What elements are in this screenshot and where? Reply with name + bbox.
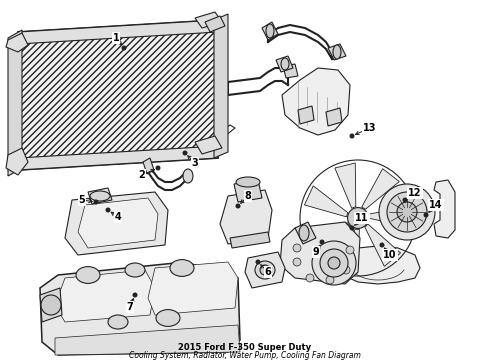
Circle shape xyxy=(155,166,161,171)
Circle shape xyxy=(402,198,408,202)
Ellipse shape xyxy=(76,267,100,283)
Text: 13: 13 xyxy=(363,123,377,133)
Text: 10: 10 xyxy=(383,250,397,260)
Polygon shape xyxy=(205,16,225,32)
Polygon shape xyxy=(365,224,400,266)
Ellipse shape xyxy=(90,191,110,201)
Text: 11: 11 xyxy=(355,213,369,223)
Text: 12: 12 xyxy=(408,188,422,198)
Polygon shape xyxy=(78,198,158,248)
Polygon shape xyxy=(18,20,218,44)
Ellipse shape xyxy=(108,315,128,329)
Text: 1: 1 xyxy=(113,33,120,43)
Polygon shape xyxy=(65,192,168,255)
Polygon shape xyxy=(282,68,350,135)
Ellipse shape xyxy=(125,263,145,277)
Ellipse shape xyxy=(255,261,275,279)
Circle shape xyxy=(328,257,340,269)
Ellipse shape xyxy=(183,169,193,183)
Polygon shape xyxy=(276,56,293,72)
Text: 5: 5 xyxy=(78,195,85,205)
Circle shape xyxy=(293,244,301,252)
Circle shape xyxy=(423,212,428,217)
Text: 8: 8 xyxy=(245,191,251,201)
Circle shape xyxy=(326,276,334,284)
Polygon shape xyxy=(369,207,412,228)
Polygon shape xyxy=(304,186,348,217)
Circle shape xyxy=(94,199,98,204)
Ellipse shape xyxy=(156,310,180,327)
Text: Cooling System, Radiator, Water Pump, Cooling Fan Diagram: Cooling System, Radiator, Water Pump, Co… xyxy=(129,351,361,360)
Circle shape xyxy=(397,202,417,222)
Polygon shape xyxy=(195,12,222,28)
Polygon shape xyxy=(6,148,28,175)
Circle shape xyxy=(255,260,261,265)
Text: 4: 4 xyxy=(115,212,122,222)
Circle shape xyxy=(320,249,348,277)
Polygon shape xyxy=(6,33,28,52)
Polygon shape xyxy=(8,30,22,176)
Polygon shape xyxy=(88,188,112,204)
Text: 2: 2 xyxy=(139,170,146,180)
Circle shape xyxy=(387,192,427,232)
Circle shape xyxy=(236,203,241,208)
Polygon shape xyxy=(245,252,285,288)
Circle shape xyxy=(293,258,301,266)
Ellipse shape xyxy=(266,24,274,38)
Circle shape xyxy=(349,134,354,139)
Circle shape xyxy=(105,207,111,212)
Text: 9: 9 xyxy=(313,247,319,257)
Circle shape xyxy=(182,150,188,156)
Circle shape xyxy=(132,292,138,297)
Polygon shape xyxy=(280,222,360,284)
Circle shape xyxy=(346,246,354,254)
Polygon shape xyxy=(55,325,240,355)
Circle shape xyxy=(306,274,314,282)
Text: 14: 14 xyxy=(429,200,443,210)
Circle shape xyxy=(347,208,368,229)
Ellipse shape xyxy=(299,225,309,241)
Polygon shape xyxy=(40,262,240,355)
Polygon shape xyxy=(214,14,228,158)
Polygon shape xyxy=(295,222,316,244)
Ellipse shape xyxy=(170,260,194,276)
Circle shape xyxy=(342,266,350,274)
Text: 6: 6 xyxy=(265,267,271,277)
Polygon shape xyxy=(328,44,346,60)
Circle shape xyxy=(379,243,385,248)
Polygon shape xyxy=(362,169,399,209)
Polygon shape xyxy=(305,223,350,252)
Polygon shape xyxy=(230,232,270,248)
Ellipse shape xyxy=(236,177,260,187)
Polygon shape xyxy=(335,163,356,208)
Circle shape xyxy=(312,241,356,285)
Polygon shape xyxy=(18,146,218,170)
Polygon shape xyxy=(148,262,238,315)
Ellipse shape xyxy=(260,265,270,275)
Polygon shape xyxy=(337,229,360,273)
Polygon shape xyxy=(434,180,455,238)
Polygon shape xyxy=(336,246,420,284)
Polygon shape xyxy=(143,158,154,174)
Circle shape xyxy=(319,239,324,244)
Polygon shape xyxy=(326,108,342,126)
Polygon shape xyxy=(220,190,272,244)
Text: 3: 3 xyxy=(192,158,198,168)
Polygon shape xyxy=(40,288,62,322)
Circle shape xyxy=(122,45,126,50)
Circle shape xyxy=(379,184,435,240)
Polygon shape xyxy=(283,64,298,78)
Circle shape xyxy=(349,225,354,230)
Polygon shape xyxy=(195,136,222,154)
Polygon shape xyxy=(18,20,218,170)
Ellipse shape xyxy=(281,58,289,70)
Polygon shape xyxy=(298,106,314,124)
Circle shape xyxy=(41,295,61,315)
Text: 7: 7 xyxy=(126,302,133,312)
Text: 2015 Ford F-350 Super Duty: 2015 Ford F-350 Super Duty xyxy=(178,343,312,352)
Ellipse shape xyxy=(333,45,341,59)
Polygon shape xyxy=(234,180,262,202)
Polygon shape xyxy=(55,270,155,322)
Polygon shape xyxy=(262,22,278,40)
